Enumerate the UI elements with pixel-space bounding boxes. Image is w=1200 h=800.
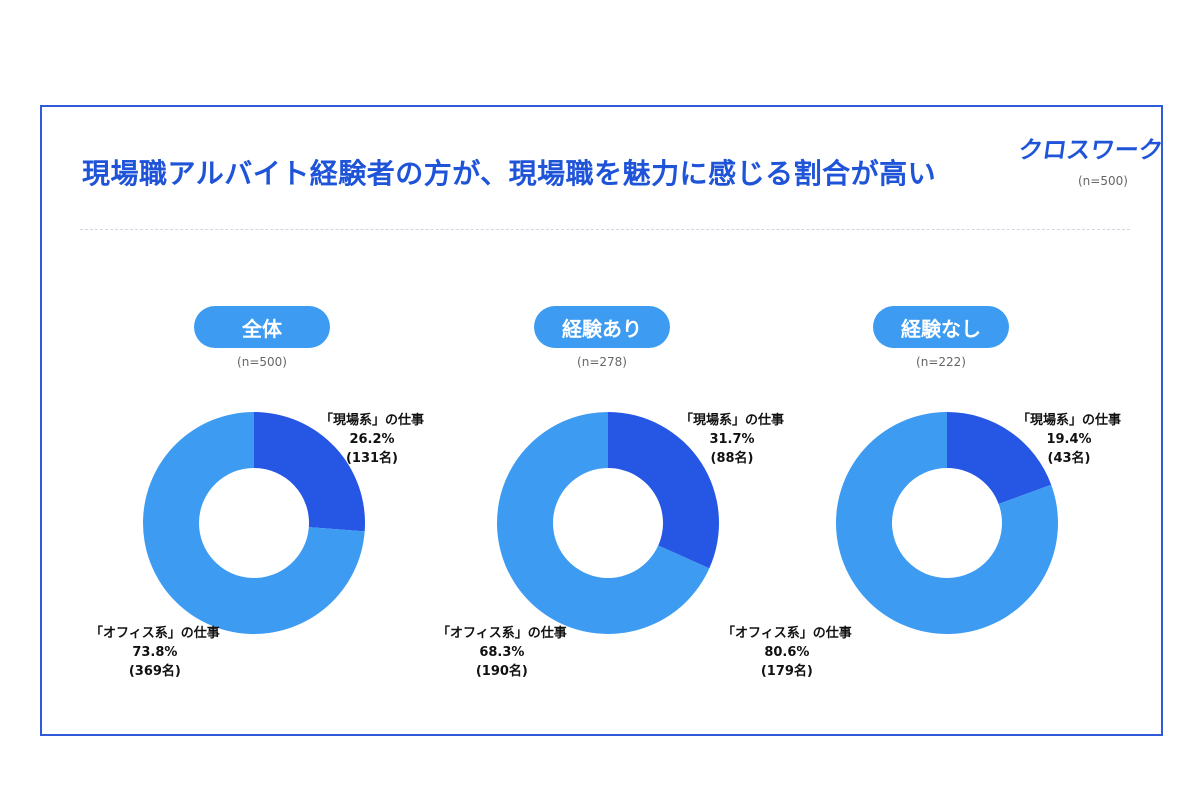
genba-label-text: 「現場系」の仕事	[680, 413, 785, 428]
office-slice-label: 「オフィス系」の仕事 73.8% (369名)	[90, 625, 220, 682]
genba-count-text: (131名)	[345, 450, 399, 466]
donut-chart	[836, 412, 1058, 635]
total-sample-size: (n=500)	[1078, 174, 1128, 188]
office-count-text: (369名)	[128, 663, 181, 679]
group-pill: 全体	[194, 306, 330, 348]
donut-chart	[497, 412, 719, 635]
genba-label-text: 「現場系」の仕事	[320, 413, 425, 428]
group-sample-size: (n=278)	[577, 355, 627, 369]
office-label-text: 「オフィス系」の仕事	[90, 626, 220, 641]
donut-slice-office	[497, 412, 710, 635]
office-count-text: (190名)	[475, 663, 528, 679]
donut-slice-office	[143, 412, 365, 634]
office-count-text: (179名)	[760, 663, 813, 679]
title-divider	[80, 229, 1130, 230]
group-sample-size: (n=222)	[916, 355, 966, 369]
genba-label-text: 「現場系」の仕事	[1017, 413, 1122, 428]
office-slice-label: 「オフィス系」の仕事 80.6% (179名)	[722, 625, 852, 682]
genba-percent-text: 19.4%	[1046, 431, 1092, 447]
donut-slice-genba	[947, 412, 1052, 505]
genba-slice-label: 「現場系」の仕事 19.4% (43名)	[1017, 412, 1121, 469]
genba-percent-text: 31.7%	[709, 431, 755, 447]
office-percent-text: 73.8%	[132, 644, 178, 660]
donut-chart	[143, 412, 365, 634]
donut-slice-office	[836, 412, 1058, 635]
genba-percent-text: 26.2%	[349, 431, 395, 447]
group-sample-size: (n=500)	[237, 355, 287, 369]
donut-slice-genba	[608, 412, 719, 569]
office-slice-label: 「オフィス系」の仕事 68.3% (190名)	[437, 625, 567, 682]
genba-count-text: (43名)	[1047, 450, 1091, 466]
genba-slice-label: 「現場系」の仕事 26.2% (131名)	[320, 412, 424, 469]
chart-panel-overall: 全体 (n=500) 「現場系」の仕事 26.2% (131名) 「オフィス系」…	[85, 0, 425, 800]
group-pill: 経験あり	[534, 306, 670, 348]
group-pill: 経験なし	[873, 306, 1009, 348]
chart-panel-experienced: 経験あり (n=278) 「現場系」の仕事 31.7% (88名) 「オフィス系…	[437, 0, 784, 800]
donut-slice-genba	[254, 412, 365, 532]
office-percent-text: 68.3%	[479, 644, 525, 660]
page-title: 現場職アルバイト経験者の方が、現場職を魅力に感じる割合が高い	[82, 157, 937, 190]
genba-count-text: (88名)	[710, 450, 754, 466]
genba-slice-label: 「現場系」の仕事 31.7% (88名)	[680, 412, 784, 469]
chart-panel-no-experience: 経験なし (n=222) 「現場系」の仕事 19.4% (43名) 「オフィス系…	[722, 0, 1121, 800]
office-label-text: 「オフィス系」の仕事	[437, 626, 567, 641]
office-percent-text: 80.6%	[764, 644, 810, 660]
office-label-text: 「オフィス系」の仕事	[722, 626, 852, 641]
